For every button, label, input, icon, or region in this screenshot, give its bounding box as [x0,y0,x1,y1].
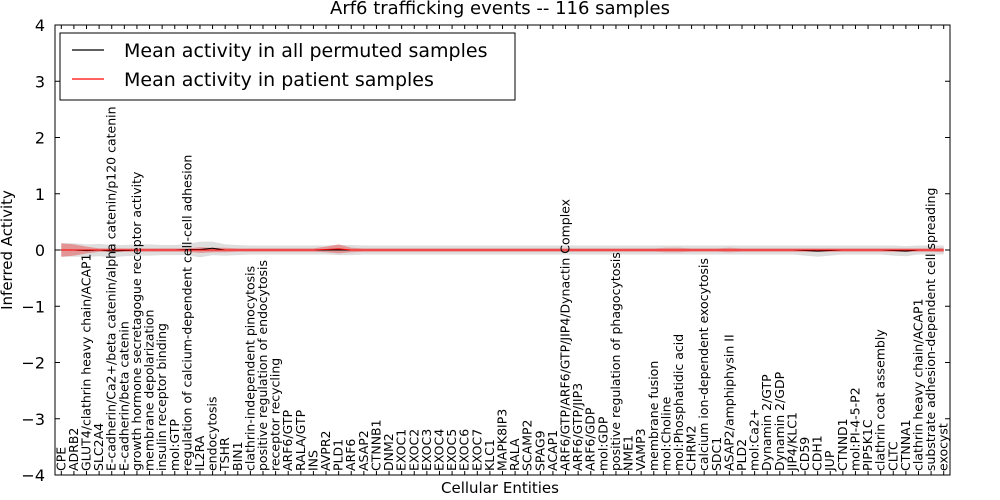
x-tick-label: substrate adhesion-dependent cell spread… [923,188,938,471]
x-tick-label: ASAP2 [356,430,371,471]
y-tick-label: −2 [21,354,45,373]
chart-title: Arf6 trafficking events -- 116 samples [330,0,670,19]
x-tick-label: Dynamin 2/GTP [759,374,774,471]
x-tick-label: MAPK8IP3 [495,409,510,471]
x-tick-label: calcium ion-dependent exocytosis [696,258,711,471]
x-tick-label: CTNNA1 [898,419,913,471]
x-tick-label: EXOC7 [469,429,484,471]
x-tick-label: PLD1 [331,439,346,471]
series-band-permuted [61,241,944,258]
x-tick-label: growth hormone secretagogue receptor act… [129,171,144,471]
x-tick-label: CHRM2 [684,425,699,471]
x-tick-label: mol:Choline [658,396,673,471]
x-tick-label: CLTC [885,441,900,471]
x-tick-label: receptor recycling [268,358,283,471]
y-tick-label: 4 [35,16,45,35]
x-tick-label: mol:Phosphatidic acid [671,334,686,471]
x-tick-label: JIP4/KLC1 [784,412,799,472]
x-tick-label: CTNND1 [835,418,850,471]
x-tick-label: EXOC4 [431,429,446,471]
x-tick-label: mol:Ca2+ [747,409,762,471]
x-tick-label: exocyst [936,423,951,471]
x-tick-label: ARF6/GTP [280,410,295,471]
x-tick-label: AVPR2 [318,431,333,471]
x-tick-label: TSHR [217,437,232,472]
x-tick-label: clathrin heavy chain/ACAP1 [910,298,925,471]
x-tick-label: insulin receptor binding [154,323,169,471]
x-tick-label: positive regulation of phagocytosis [608,252,623,471]
x-tick-label: CTNNB1 [368,419,383,471]
x-tick-label: GLUT4/clathrin heavy chain/ACAP1 [79,253,94,471]
x-tick-label: CPE [53,447,68,471]
x-tick-label: clathrin coat assembly [873,329,888,471]
x-tick-label: RALA/GTP [293,409,308,471]
y-axis-label: Inferred Activity [0,190,16,310]
x-axis-label: Cellular Entities [441,479,559,497]
legend-entry-permuted: Mean activity in all permuted samples [124,40,487,62]
x-tick-label: CDH1 [810,435,825,471]
x-tick-label: SCAMP2 [520,420,535,472]
x-tick-label: BIN1 [230,441,245,471]
x-tick-label: ASAP2/amphiphysin II [721,334,736,471]
x-tick-label: ARF6/GTP/ARF6/GTP/JIP4/Dynactin Complex [558,199,573,471]
y-tick-label: 2 [35,129,45,148]
x-tick-label: E-cadherin/beta catenin [116,321,131,471]
x-tick-label: regulation of calcium-dependent cell-cel… [179,155,194,471]
x-tick-label: EXOC3 [419,429,434,471]
x-tick-label: membrane depolarization [142,310,157,471]
x-tick-label: DNM2 [381,433,396,471]
x-tick-label: mol:GTP [167,419,182,471]
legend-box [59,32,516,101]
x-tick-label: VAMP3 [633,428,648,471]
x-tick-label: ADRB2 [66,428,81,471]
x-tick-label: positive regulation of endocytosis [255,260,270,471]
x-tick-label: clathrin-independent pinocytosis [242,266,257,471]
y-tick-label: −3 [21,410,45,429]
x-tick-label: EXOC1 [394,429,409,471]
x-tick-label: ACAP1 [545,430,560,471]
series-line-patient [61,248,944,251]
x-tick-label: EXOC5 [444,429,459,471]
x-tick-label: mol:GDP [595,416,610,471]
x-tick-label: endocytosis [205,396,220,471]
x-tick-label: mol:PI-4-5-P2 [847,387,862,471]
y-tick-label: −1 [21,297,45,316]
x-tick-label: ARF6 [343,439,358,471]
x-tick-label: SDC1 [709,437,724,471]
x-tick-label: EXOC6 [457,429,472,471]
x-tick-label: INS [305,450,320,471]
y-tick-label: −4 [21,466,45,485]
x-tick-label: SPAG9 [532,430,547,471]
x-tick-label: JUP [822,450,837,472]
x-tick-label: membrane fusion [646,361,661,471]
x-tick-label: PIP5K1C [860,419,875,471]
x-tick-label: ARF6/GDP [583,407,598,471]
y-tick-label: 0 [35,241,45,260]
x-tick-label: RALA [507,438,522,471]
x-tick-label: SLC2A4 [91,423,106,471]
legend: Mean activity in all permuted samples Me… [59,32,516,101]
x-tick-label: Dynamin 2/GDP [772,371,787,471]
x-tick-label: PLD2 [734,439,749,471]
y-tick-label: 1 [35,185,45,204]
legend-entry-patient: Mean activity in patient samples [124,69,434,91]
x-tick-label: KLC1 [482,439,497,471]
y-tick-label: 3 [35,72,45,91]
x-tick-label: ARF6/GTP/JIP3 [570,383,585,471]
x-tick-label: IL2RA [192,435,207,471]
x-tick-label: E-cadherin/Ca2+/beta catenin/alpha caten… [104,106,119,471]
x-tick-label: EXOC2 [406,429,421,471]
x-tick-label: NME1 [621,435,636,471]
x-tick-label: CD59 [797,437,812,471]
